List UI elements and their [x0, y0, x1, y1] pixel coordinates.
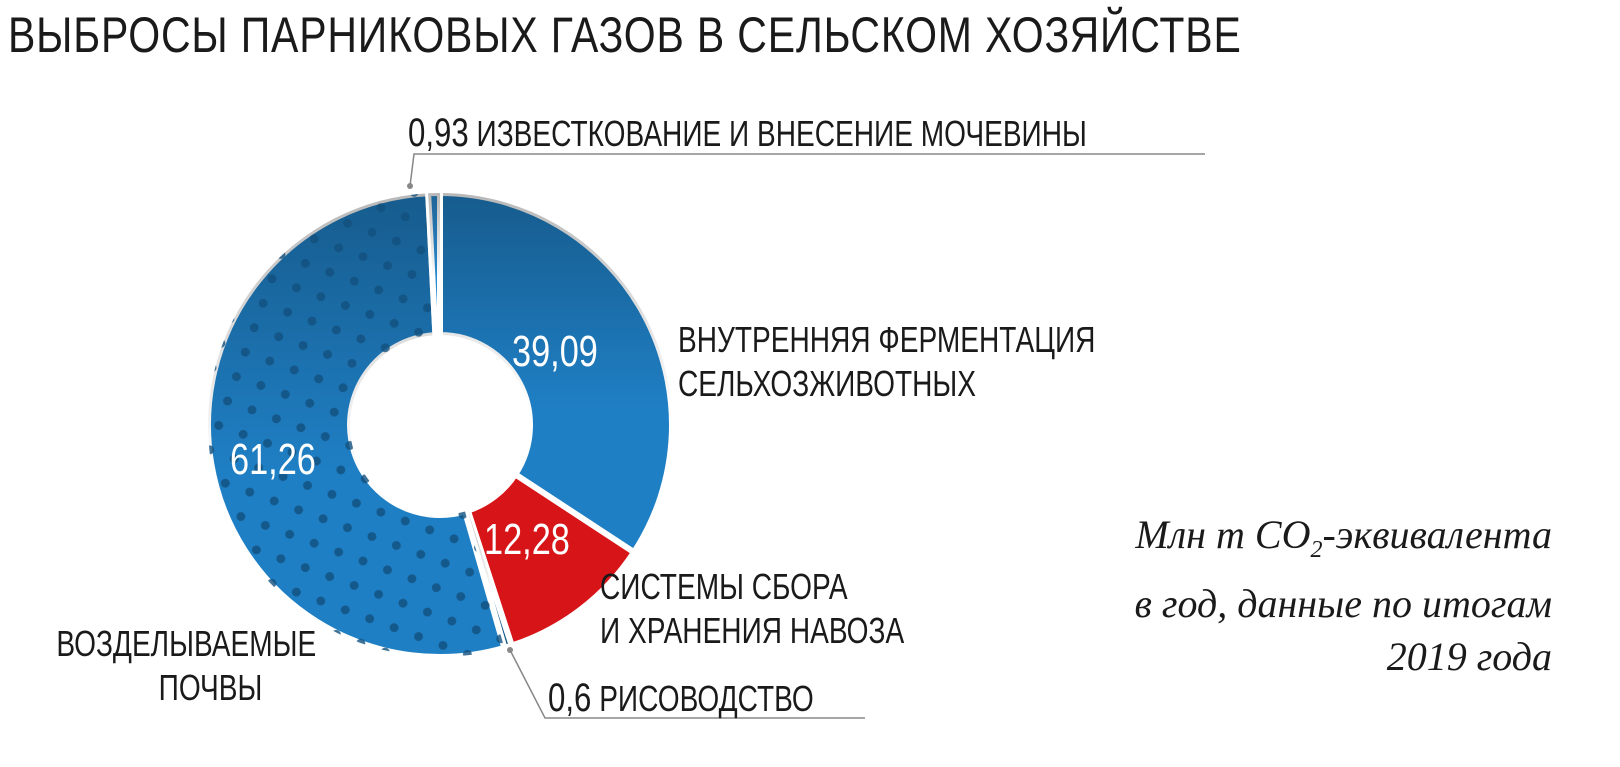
value-label-fermentation: 39,09 [512, 327, 598, 376]
value-label-soils: 61,26 [230, 435, 316, 484]
slice-label-liming: 0,93 ИЗВЕСТКОВАНИЕ И ВНЕСЕНИЕ МОЧЕВИНЫ [408, 111, 1087, 155]
leader-line-liming [409, 153, 1205, 187]
chart-title: ВЫБРОСЫ ПАРНИКОВЫХ ГАЗОВ В СЕЛЬСКОМ ХОЗЯ… [8, 7, 1242, 63]
slice-label-rice: 0,6 РИСОВОДСТВО [548, 676, 814, 720]
unit-note: Млн т CO2-эквивалента в год, данные по и… [1134, 512, 1552, 679]
leader-line-rice [509, 649, 865, 719]
leader-dot-liming [407, 183, 413, 189]
slice-label-soils: ВОЗДЕЛЫВАЕМЫЕ ПОЧВЫ [56, 623, 317, 708]
slice-label-manure: СИСТЕМЫ СБОРА И ХРАНЕНИЯ НАВОЗА [600, 566, 905, 651]
slice-label-fermentation: ВНУТРЕННЯЯ ФЕРМЕНТАЦИЯ СЕЛЬХОЗЖИВОТНЫХ [678, 319, 1096, 404]
leader-dot-rice [507, 647, 513, 653]
value-label-manure: 12,28 [484, 515, 570, 564]
